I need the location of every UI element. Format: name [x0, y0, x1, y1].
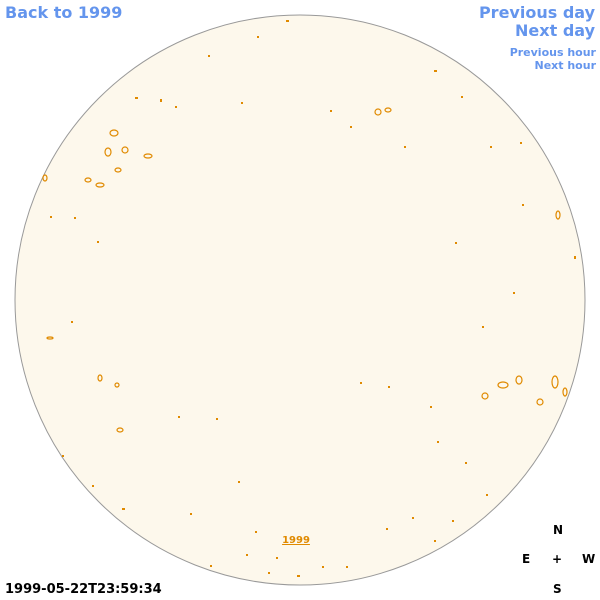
compass-center: +: [552, 552, 563, 566]
previous-hour-link[interactable]: Previous hour: [509, 46, 596, 59]
back-link[interactable]: Back to 1999: [5, 3, 123, 22]
previous-day-link[interactable]: Previous day: [478, 3, 595, 22]
magnetic-spots: [50, 20, 576, 577]
next-day-link[interactable]: Next day: [515, 21, 595, 40]
next-hour-link[interactable]: Next hour: [534, 59, 597, 72]
compass-south: S: [553, 582, 562, 596]
compass-north: N: [553, 523, 564, 537]
timestamp: 1999-05-22T23:59:34: [5, 582, 162, 597]
compass-east: E: [522, 552, 531, 566]
year-link[interactable]: 1999: [282, 535, 310, 546]
sun-disk: [14, 14, 586, 586]
magnetic-contours: [42, 107, 568, 433]
compass-west: W: [582, 552, 596, 566]
